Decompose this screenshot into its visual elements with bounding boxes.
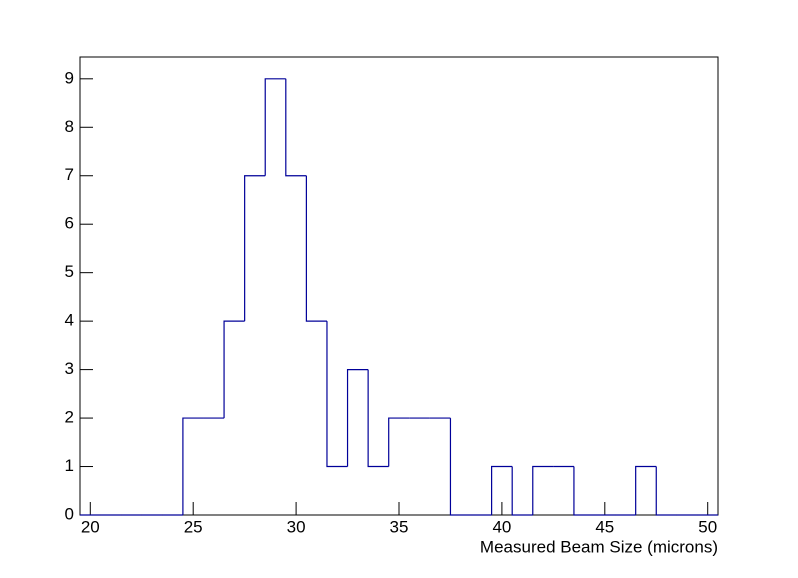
- histogram-bin: [223, 320, 245, 419]
- y-tick-label: 5: [65, 262, 74, 281]
- histogram-bin: [244, 175, 266, 322]
- y-tick-label: 7: [65, 165, 74, 184]
- x-tick-label: 40: [492, 517, 511, 536]
- x-tick-label: 20: [81, 517, 100, 536]
- histogram-bin: [182, 417, 204, 515]
- histogram-bin: [388, 417, 410, 467]
- y-tick-label: 3: [65, 359, 74, 378]
- histogram-bin: [655, 466, 677, 516]
- y-tick-label: 0: [65, 504, 74, 523]
- histogram-bin: [326, 321, 348, 468]
- histogram-bin: [367, 369, 389, 468]
- y-tick-label: 4: [65, 311, 74, 330]
- y-tick-label: 6: [65, 214, 74, 233]
- x-tick-label: 25: [184, 517, 203, 536]
- y-tick-label: 2: [65, 408, 74, 427]
- histogram-bin: [346, 369, 369, 467]
- histogram-bin: [532, 465, 554, 515]
- histogram-bin: [449, 418, 472, 516]
- histogram-bin: [264, 78, 286, 176]
- x-axis-label: Measured Beam Size (microns): [480, 537, 718, 556]
- histogram-bin: [285, 78, 307, 177]
- histogram-bin: [491, 465, 513, 515]
- x-tick-label: 30: [287, 517, 306, 536]
- histogram-bin: [511, 466, 533, 516]
- histogram-bin: [635, 465, 657, 515]
- y-tick-label: 1: [65, 456, 74, 475]
- histogram-bin: [573, 466, 595, 516]
- y-tick-label: 9: [65, 68, 74, 87]
- x-tick-label: 45: [595, 517, 614, 536]
- x-tick-label: 50: [698, 517, 717, 536]
- plot-frame: [79, 56, 719, 516]
- x-tick-label: 35: [390, 517, 409, 536]
- y-tick-label: 8: [65, 117, 74, 136]
- histogram-bin: [305, 175, 327, 322]
